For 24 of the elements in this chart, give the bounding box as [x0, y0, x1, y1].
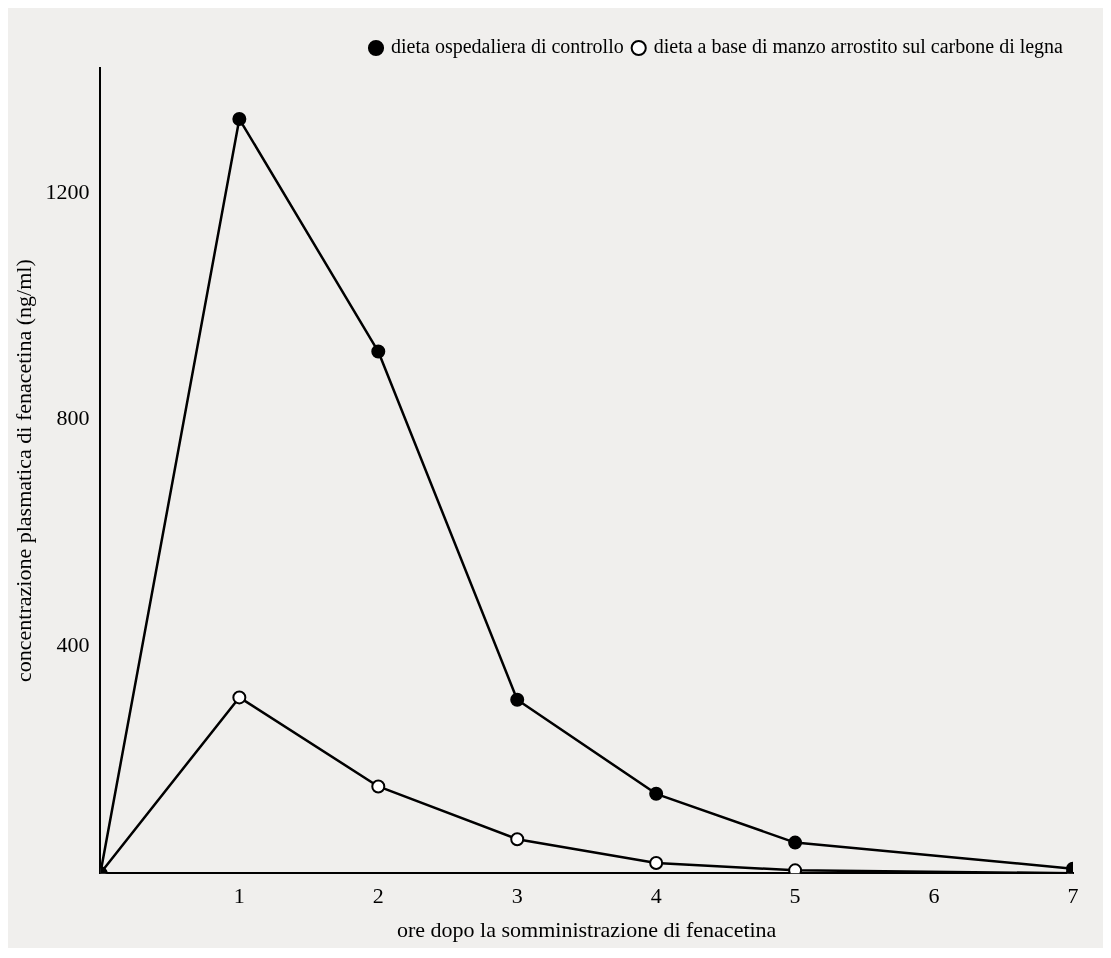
y-axis-title: concentrazione plasmatica di fenacetina (ng/ml) [10, 259, 36, 682]
point [649, 786, 664, 801]
legend-label: dieta ospedaliera di controllo [391, 35, 624, 59]
point [510, 692, 525, 707]
point [371, 779, 386, 794]
y-tick-label: 400 [56, 632, 90, 658]
x-tick-label: 7 [1067, 883, 1079, 909]
point [649, 855, 664, 870]
point [232, 690, 247, 705]
x-tick-label: 2 [372, 883, 384, 909]
x-tick-label: 4 [650, 883, 662, 909]
x-tick-label: 3 [511, 883, 523, 909]
x-tick-label: 1 [233, 883, 245, 909]
x-tick-label: 6 [928, 883, 940, 909]
x-tick-label: 5 [789, 883, 801, 909]
point [788, 835, 803, 850]
y-tick-label: 1200 [45, 178, 90, 204]
point [510, 832, 525, 847]
point [232, 112, 247, 127]
legend-label: dieta a base di manzo arrostito sul carbone di legna [653, 35, 1064, 59]
point [371, 344, 386, 359]
y-tick-label: 800 [56, 405, 90, 431]
x-axis-title: ore dopo la somministrazione di fenacetina [397, 916, 777, 942]
point [788, 863, 803, 874]
